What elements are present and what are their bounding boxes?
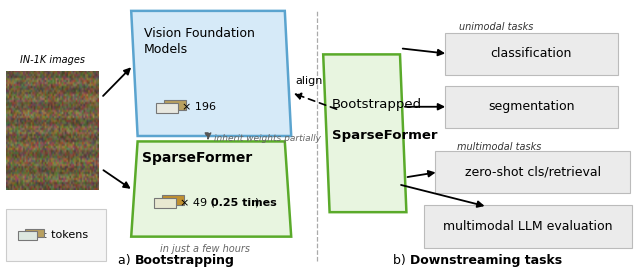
Text: in just a few hours: in just a few hours [160,244,250,254]
FancyBboxPatch shape [445,86,618,128]
Text: SparseFormer: SparseFormer [332,129,437,143]
Text: ): ) [254,198,259,208]
Text: multimodal tasks: multimodal tasks [457,142,541,152]
FancyBboxPatch shape [435,151,630,193]
FancyBboxPatch shape [424,205,632,248]
Text: 0.25 times: 0.25 times [211,198,277,208]
Text: Vision Foundation
Models: Vision Foundation Models [144,27,255,56]
Text: multimodal LLM evaluation: multimodal LLM evaluation [443,220,612,233]
FancyBboxPatch shape [26,229,44,237]
Polygon shape [323,54,406,212]
Polygon shape [131,11,291,136]
Text: Downstreaming tasks: Downstreaming tasks [410,254,562,267]
Text: : tokens: : tokens [44,230,88,240]
Text: segmentation: segmentation [488,100,575,113]
Text: classification: classification [490,47,572,60]
Text: × 196: × 196 [182,103,216,112]
FancyBboxPatch shape [18,231,36,240]
FancyBboxPatch shape [445,33,618,75]
Text: inherit weights partially: inherit weights partially [214,134,321,143]
FancyBboxPatch shape [164,100,186,110]
Polygon shape [131,141,291,237]
Text: zero-shot cls/retrieval: zero-shot cls/retrieval [465,166,601,178]
FancyBboxPatch shape [156,103,178,113]
Text: × 49 (: × 49 ( [180,198,216,208]
FancyBboxPatch shape [154,198,176,208]
Text: align: align [296,76,323,86]
Text: a): a) [118,254,134,267]
FancyBboxPatch shape [6,209,106,261]
Text: b): b) [393,254,410,267]
Text: SparseFormer: SparseFormer [142,151,252,165]
FancyBboxPatch shape [163,195,184,205]
Text: IN-1K images: IN-1K images [20,55,85,65]
Text: unimodal tasks: unimodal tasks [459,22,533,32]
Text: Bootstrapping: Bootstrapping [134,254,234,267]
Text: Bootstrapped: Bootstrapped [332,98,422,111]
